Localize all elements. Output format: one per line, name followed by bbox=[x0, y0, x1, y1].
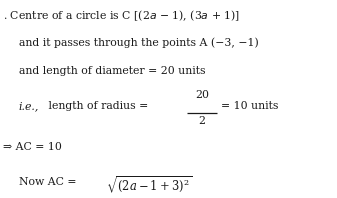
Text: and it passes through the points A (−3, −1): and it passes through the points A (−3, … bbox=[19, 38, 258, 48]
Text: $\sqrt{(2a-1+3)^{2}}$: $\sqrt{(2a-1+3)^{2}}$ bbox=[106, 175, 192, 196]
Text: 2: 2 bbox=[199, 116, 206, 126]
Text: . Centre of a circle is C [(2$a$ $-$ 1), (3$a$ + 1)]: . Centre of a circle is C [(2$a$ $-$ 1),… bbox=[3, 9, 240, 24]
Text: = 10 units: = 10 units bbox=[221, 101, 278, 111]
Text: Now AC =: Now AC = bbox=[19, 177, 80, 187]
Text: and length of diameter = 20 units: and length of diameter = 20 units bbox=[19, 66, 205, 76]
Text: length of radius =: length of radius = bbox=[45, 101, 149, 111]
Text: 20: 20 bbox=[195, 90, 209, 100]
Text: i.e.,: i.e., bbox=[19, 101, 39, 111]
Text: ⇒ AC = 10: ⇒ AC = 10 bbox=[3, 142, 62, 152]
